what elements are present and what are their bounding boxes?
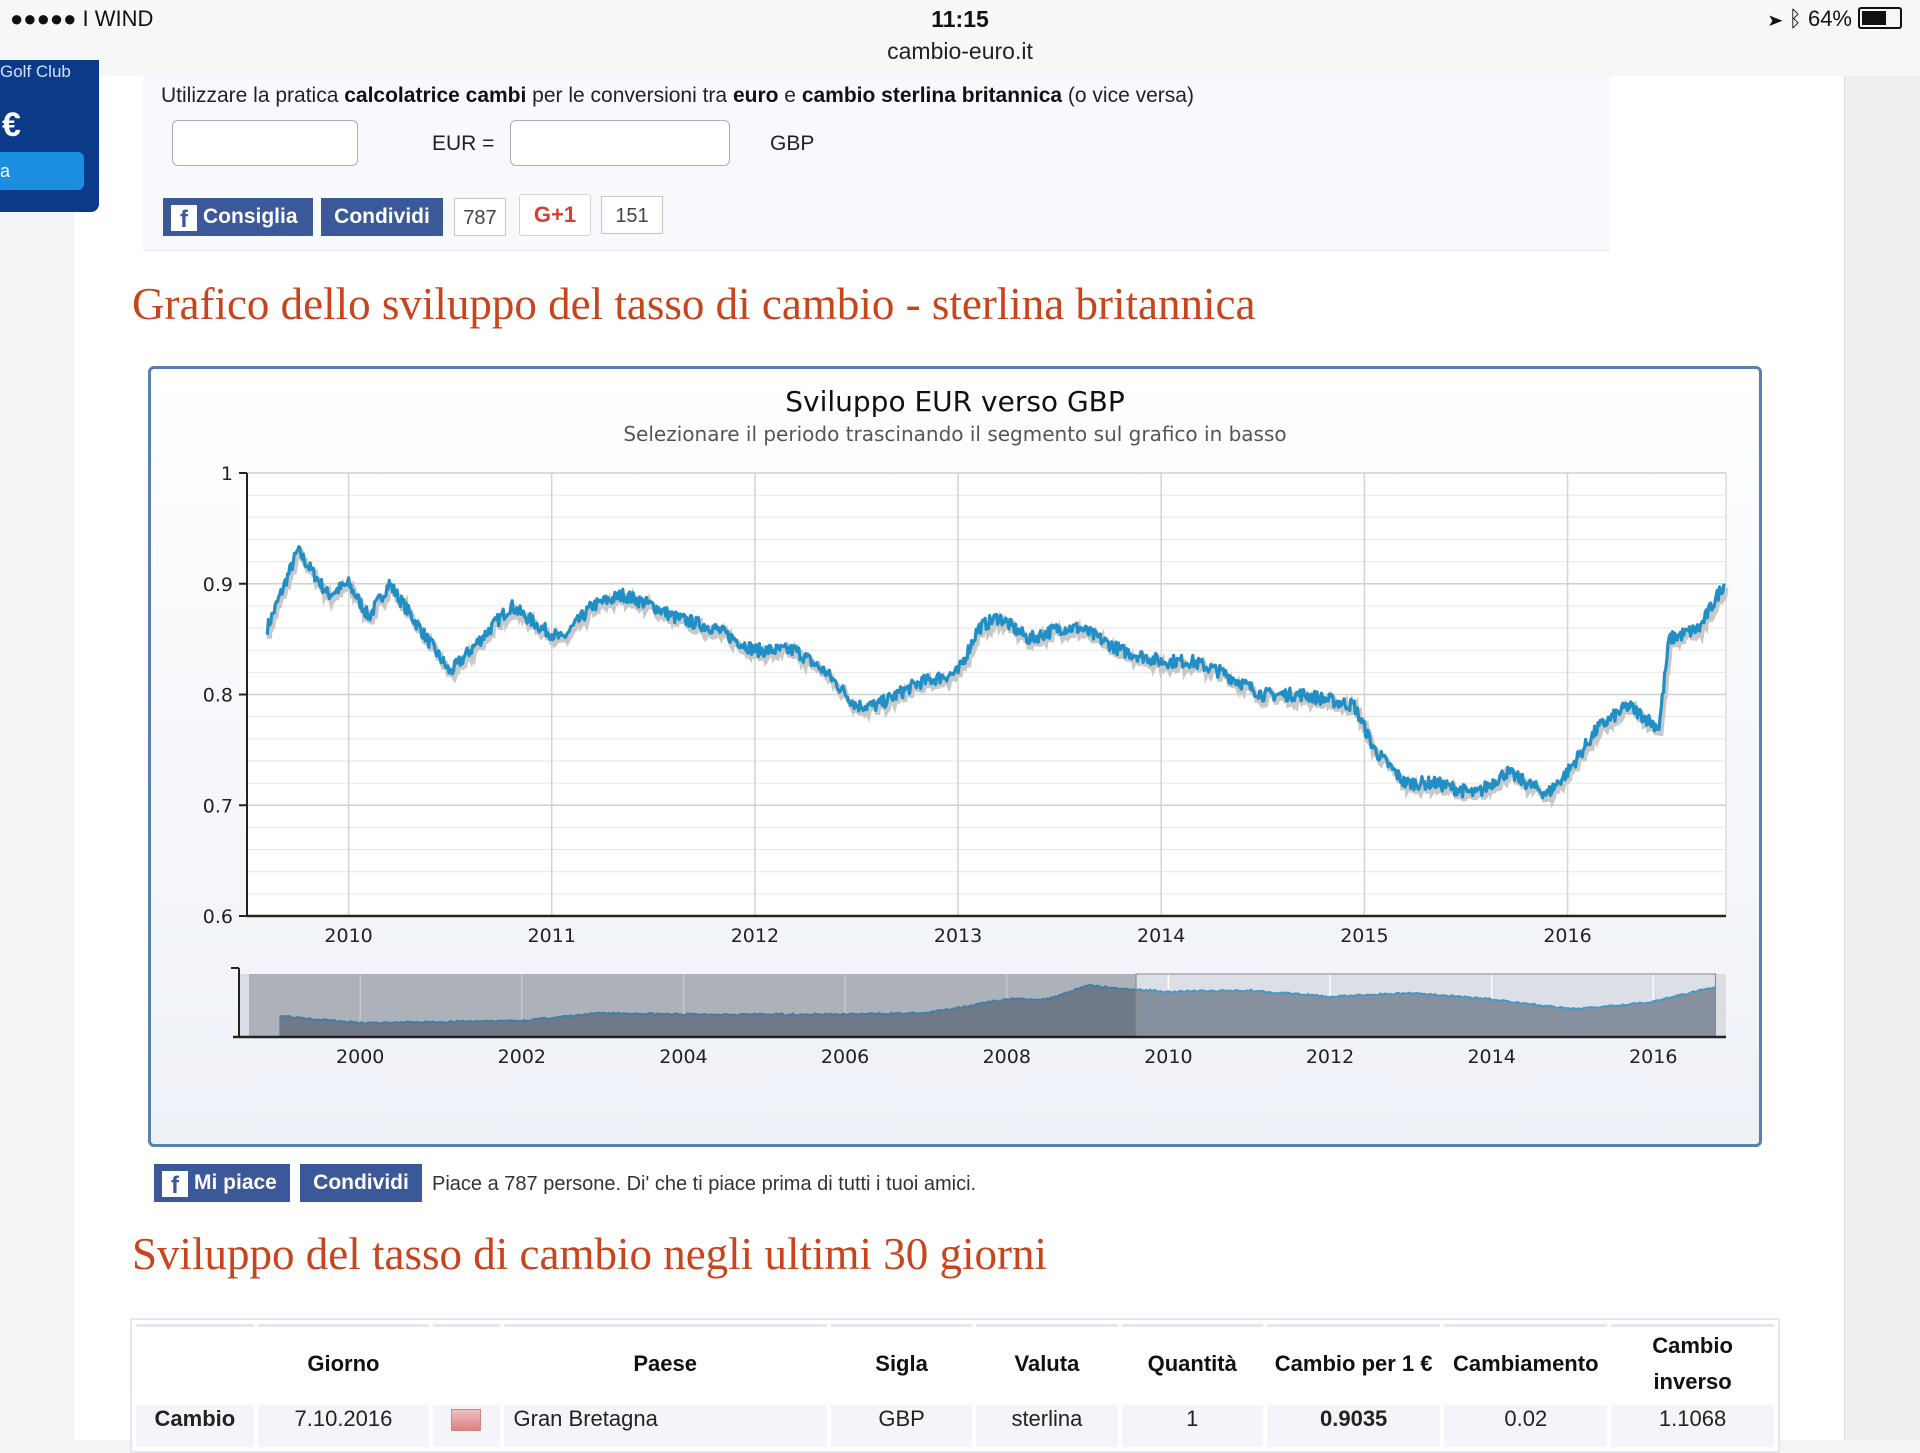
exchange-rate-chart: Sviluppo EUR verso GBP Selezionare il pe… <box>148 366 1762 1147</box>
navigator-tick-label: 2008 <box>983 1046 1031 1068</box>
x-tick-label: 2011 <box>528 925 576 947</box>
table-header-row: Giorno Paese Sigla Valuta Quantità Cambi… <box>136 1324 1774 1401</box>
bluetooth-icon: ᛒ <box>1788 6 1802 31</box>
navigator-mask-left <box>249 974 1137 1037</box>
google-plus-button[interactable]: G+1 <box>519 194 591 236</box>
ad-euro-sign: € <box>2 106 21 144</box>
table-row[interactable]: Cambio 7.10.2016 Gran Bretagna GBP sterl… <box>136 1405 1774 1447</box>
facebook-like-count: 787 <box>454 198 506 236</box>
navigator-selection <box>1135 973 1716 1038</box>
navigator-tick-label: 2010 <box>1144 1046 1192 1068</box>
y-tick-label: 0.9 <box>203 574 233 596</box>
cell-country: Gran Bretagna <box>503 1405 827 1447</box>
x-tick-label: 2016 <box>1543 925 1591 947</box>
cell-quantity: 1 <box>1121 1405 1263 1447</box>
chart-title: Sviluppo EUR verso GBP <box>785 385 1125 418</box>
cell-code: GBP <box>830 1405 973 1447</box>
chart-section-title: Grafico dello sviluppo del tasso di camb… <box>132 279 1256 329</box>
carrier-signal: ●●●●● I WIND <box>10 6 154 31</box>
facebook-share-button-bottom[interactable]: Condividi <box>300 1164 422 1202</box>
col-header-sigla: Sigla <box>830 1324 973 1401</box>
navigator-tick-label: 2000 <box>336 1046 384 1068</box>
cell-rate: 0.9035 <box>1266 1405 1441 1447</box>
navigator-tick-label: 2006 <box>821 1046 869 1068</box>
row-label: Cambio <box>136 1405 254 1447</box>
clock: 11:15 <box>931 6 989 32</box>
eur-amount-input[interactable] <box>172 120 358 166</box>
battery-indicator: ➤ ᛒ 64% <box>1769 6 1902 32</box>
facebook-share-button[interactable]: Condividi <box>321 198 443 236</box>
currency-calculator: Utilizzare la pratica calcolatrice cambi… <box>143 76 1610 251</box>
series-line-eur-gbp <box>265 545 1726 800</box>
facebook-like-bar: f Mi piace Condividi Piace a 787 persone.… <box>154 1164 1554 1204</box>
col-header-paese: Paese <box>503 1324 827 1401</box>
eur-label: EUR = <box>432 132 495 155</box>
rates-table: Giorno Paese Sigla Valuta Quantità Cambi… <box>130 1318 1780 1453</box>
x-tick-label: 2010 <box>324 925 372 947</box>
y-tick-label: 1 <box>221 463 233 485</box>
right-sidebar <box>1844 76 1920 1440</box>
uk-flag-icon <box>451 1409 482 1432</box>
address-bar-url[interactable]: cambio-euro.it <box>887 38 1033 64</box>
navigator-tick-label: 2016 <box>1629 1046 1677 1068</box>
like-summary-text: Piace a 787 persone. Di' che ti piace pr… <box>432 1173 977 1195</box>
cell-flag <box>433 1405 500 1447</box>
x-tick-label: 2012 <box>731 925 779 947</box>
navigator-tick-label: 2014 <box>1467 1046 1515 1068</box>
navigator-tick-label: 2004 <box>659 1046 707 1068</box>
x-tick-label: 2014 <box>1137 925 1185 947</box>
ios-status-bar: ●●●●● I WIND 11:15 cambio-euro.it ➤ ᛒ 64… <box>0 0 1920 77</box>
facebook-like-button[interactable]: f Mi piace <box>154 1164 290 1202</box>
chart-canvas[interactable]: 1 0.9 0.8 0.7 0.6 2010 2011 2012 2013 2014 2015 201… <box>151 369 1759 1144</box>
col-header-flag <box>433 1324 500 1401</box>
battery-icon <box>1858 7 1902 29</box>
cell-inverse-rate: 1.1068 <box>1611 1405 1774 1447</box>
cell-change: 0.02 <box>1444 1405 1608 1447</box>
col-header-giorno: Giorno <box>257 1324 430 1401</box>
y-tick-label: 0.7 <box>203 795 233 817</box>
navigator-tick-label: 2012 <box>1306 1046 1354 1068</box>
col-header <box>136 1324 254 1401</box>
facebook-icon: f <box>162 1171 188 1199</box>
navigator-line <box>279 983 1716 1025</box>
navigator-tick-label: 2002 <box>498 1046 546 1068</box>
navigator-area <box>279 984 1716 1037</box>
col-header-cambio-inverso: Cambio inverso <box>1611 1324 1774 1401</box>
cell-currency: sterlina <box>976 1405 1118 1447</box>
col-header-cambio: Cambio per 1 € <box>1266 1324 1441 1401</box>
location-icon: ➤ <box>1769 6 1783 31</box>
cell-date: 7.10.2016 <box>257 1405 430 1447</box>
ad-title: Golf Club <box>0 62 71 81</box>
ad-button-label: a <box>0 161 11 181</box>
gbp-label: GBP <box>770 132 815 155</box>
facebook-icon: f <box>171 205 197 233</box>
col-header-valuta: Valuta <box>976 1324 1118 1401</box>
gbp-amount-input[interactable] <box>510 120 730 166</box>
google-plus-count: 151 <box>601 196 663 234</box>
col-header-quantita: Quantità <box>1121 1324 1263 1401</box>
x-tick-label: 2015 <box>1340 925 1388 947</box>
col-header-cambiamento: Cambiamento <box>1444 1324 1608 1401</box>
y-tick-label: 0.6 <box>203 906 233 928</box>
battery-percent: 64% <box>1807 6 1852 31</box>
calculator-intro: Utilizzare la pratica calcolatrice cambi… <box>161 84 1194 107</box>
left-ad-banner[interactable]: Golf Club € a <box>0 60 99 212</box>
x-tick-label: 2013 <box>934 925 982 947</box>
table-section-title: Sviluppo del tasso di cambio negli ultim… <box>132 1229 1047 1279</box>
chart-subtitle: Selezionare il periodo trascinando il se… <box>623 422 1287 446</box>
facebook-recommend-button[interactable]: f Consiglia <box>163 198 313 236</box>
y-tick-label: 0.8 <box>203 685 233 707</box>
ad-button[interactable]: a <box>0 152 84 190</box>
